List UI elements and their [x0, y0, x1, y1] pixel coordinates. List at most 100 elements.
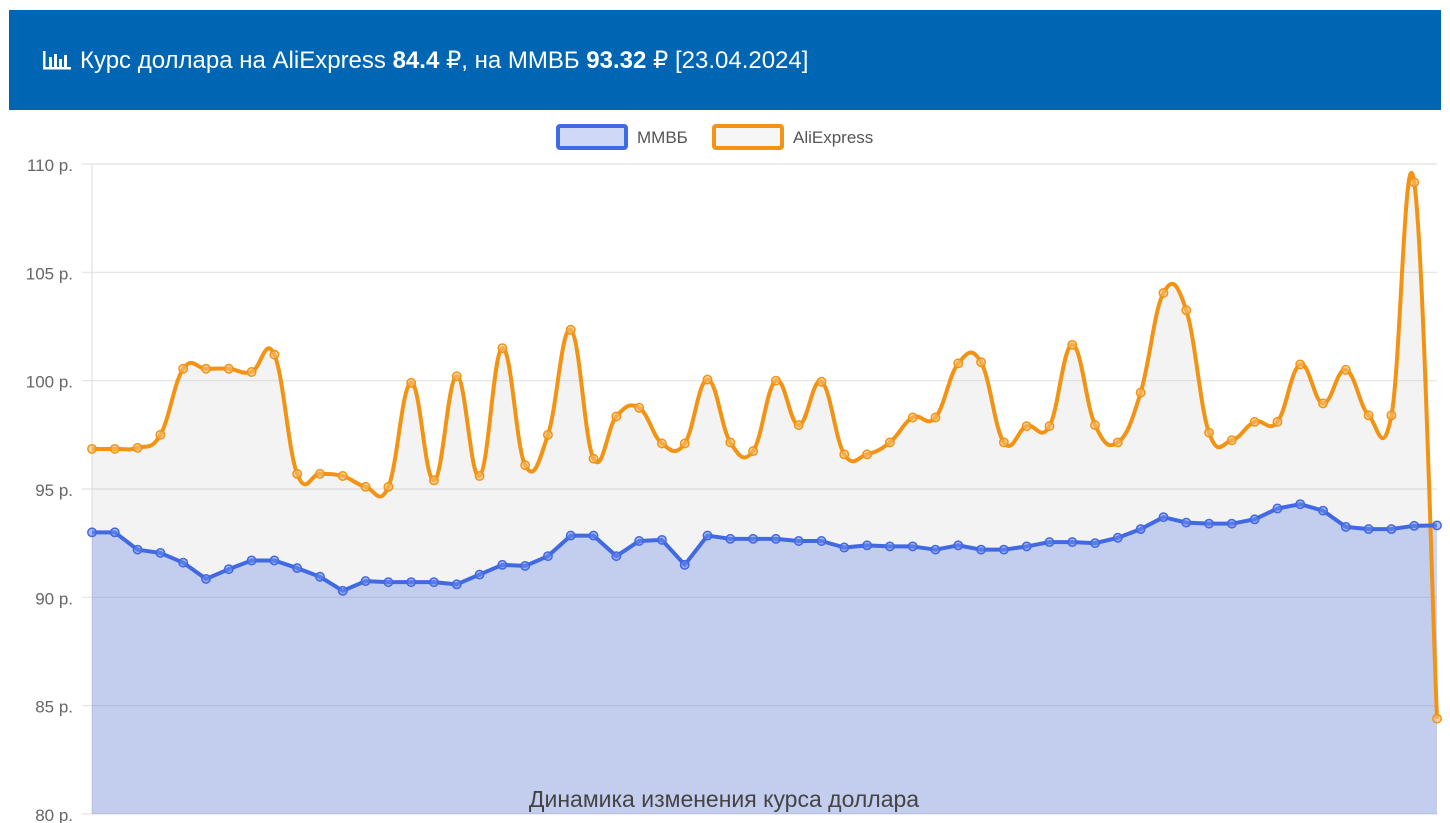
data-point-mmvb[interactable] — [1386, 524, 1397, 535]
data-point-mmvb[interactable] — [907, 541, 918, 552]
data-point-mmvb[interactable] — [725, 533, 736, 544]
data-point-mmvb[interactable] — [269, 555, 280, 566]
data-point-mmvb[interactable] — [109, 527, 120, 538]
data-point-aliexpress[interactable] — [1409, 177, 1420, 188]
data-point-aliexpress[interactable] — [1295, 359, 1306, 370]
data-point-mmvb[interactable] — [132, 544, 143, 555]
data-point-mmvb[interactable] — [1135, 524, 1146, 535]
data-point-aliexpress[interactable] — [1181, 305, 1192, 316]
data-point-aliexpress[interactable] — [360, 481, 371, 492]
data-point-aliexpress[interactable] — [634, 402, 645, 413]
data-point-mmvb[interactable] — [976, 544, 987, 555]
data-point-mmvb[interactable] — [1181, 517, 1192, 528]
data-point-mmvb[interactable] — [383, 577, 394, 588]
data-point-aliexpress[interactable] — [1386, 410, 1397, 421]
data-point-mmvb[interactable] — [679, 559, 690, 570]
data-point-aliexpress[interactable] — [1021, 421, 1032, 432]
data-point-mmvb[interactable] — [565, 530, 576, 541]
data-point-aliexpress[interactable] — [565, 324, 576, 335]
data-point-mmvb[interactable] — [1158, 512, 1169, 523]
data-point-mmvb[interactable] — [1272, 503, 1283, 514]
data-point-aliexpress[interactable] — [1272, 416, 1283, 427]
data-point-aliexpress[interactable] — [930, 412, 941, 423]
data-point-aliexpress[interactable] — [292, 468, 303, 479]
data-point-aliexpress[interactable] — [907, 412, 918, 423]
data-point-aliexpress[interactable] — [816, 376, 827, 387]
data-point-aliexpress[interactable] — [1090, 420, 1101, 431]
data-point-aliexpress[interactable] — [223, 363, 234, 374]
data-point-mmvb[interactable] — [793, 536, 804, 546]
data-point-mmvb[interactable] — [337, 585, 348, 596]
data-point-aliexpress[interactable] — [1340, 364, 1351, 375]
data-point-aliexpress[interactable] — [976, 357, 987, 368]
data-point-aliexpress[interactable] — [315, 468, 325, 479]
data-point-aliexpress[interactable] — [383, 481, 394, 492]
data-point-aliexpress[interactable] — [862, 449, 873, 460]
data-point-mmvb[interactable] — [1318, 505, 1328, 516]
data-point-mmvb[interactable] — [930, 544, 941, 555]
data-point-mmvb[interactable] — [223, 564, 234, 575]
data-point-aliexpress[interactable] — [1432, 713, 1442, 724]
data-point-aliexpress[interactable] — [132, 442, 143, 453]
data-point-mmvb[interactable] — [702, 530, 713, 541]
data-point-aliexpress[interactable] — [953, 358, 964, 369]
data-point-mmvb[interactable] — [611, 551, 622, 562]
data-point-mmvb[interactable] — [862, 540, 873, 551]
data-point-mmvb[interactable] — [1249, 514, 1260, 525]
data-point-mmvb[interactable] — [87, 527, 97, 538]
data-point-mmvb[interactable] — [1409, 520, 1420, 531]
data-point-mmvb[interactable] — [839, 542, 850, 553]
data-point-mmvb[interactable] — [246, 555, 257, 566]
data-point-mmvb[interactable] — [770, 533, 781, 544]
data-point-mmvb[interactable] — [816, 536, 827, 546]
data-point-aliexpress[interactable] — [87, 443, 97, 454]
data-point-aliexpress[interactable] — [748, 446, 759, 457]
data-point-aliexpress[interactable] — [1135, 387, 1146, 398]
data-point-mmvb[interactable] — [360, 576, 371, 587]
data-point-aliexpress[interactable] — [1318, 398, 1328, 409]
data-point-mmvb[interactable] — [1363, 524, 1374, 535]
data-point-aliexpress[interactable] — [725, 437, 736, 448]
data-point-mmvb[interactable] — [1044, 537, 1055, 548]
data-point-mmvb[interactable] — [428, 577, 439, 588]
legend-swatch-aliexpress[interactable] — [712, 124, 784, 150]
data-point-mmvb[interactable] — [1340, 521, 1351, 532]
data-point-aliexpress[interactable] — [679, 438, 690, 449]
data-point-aliexpress[interactable] — [1044, 421, 1055, 432]
data-point-aliexpress[interactable] — [884, 437, 895, 448]
data-point-mmvb[interactable] — [497, 559, 508, 570]
data-point-mmvb[interactable] — [1432, 520, 1442, 531]
data-point-mmvb[interactable] — [588, 530, 599, 541]
data-point-mmvb[interactable] — [474, 569, 485, 580]
data-point-aliexpress[interactable] — [1249, 416, 1260, 427]
data-point-aliexpress[interactable] — [497, 343, 508, 354]
data-point-aliexpress[interactable] — [998, 437, 1009, 448]
data-point-mmvb[interactable] — [542, 551, 553, 562]
data-point-aliexpress[interactable] — [702, 374, 713, 385]
data-point-mmvb[interactable] — [1067, 537, 1078, 548]
data-point-aliexpress[interactable] — [337, 471, 348, 481]
data-point-aliexpress[interactable] — [839, 449, 850, 460]
data-point-mmvb[interactable] — [1204, 518, 1214, 529]
data-point-mmvb[interactable] — [315, 571, 325, 582]
data-point-aliexpress[interactable] — [611, 411, 622, 422]
data-point-aliexpress[interactable] — [1226, 435, 1237, 446]
data-point-aliexpress[interactable] — [1204, 427, 1214, 438]
data-point-mmvb[interactable] — [953, 540, 964, 551]
data-point-mmvb[interactable] — [656, 534, 667, 545]
legend-swatch-mmvb[interactable] — [556, 124, 628, 150]
data-point-aliexpress[interactable] — [588, 453, 599, 464]
data-point-aliexpress[interactable] — [542, 429, 553, 440]
data-point-mmvb[interactable] — [178, 557, 189, 568]
data-point-aliexpress[interactable] — [269, 349, 280, 360]
data-point-aliexpress[interactable] — [246, 367, 257, 377]
data-point-mmvb[interactable] — [406, 577, 417, 588]
data-point-mmvb[interactable] — [1295, 499, 1306, 510]
data-point-aliexpress[interactable] — [1112, 437, 1123, 448]
data-point-aliexpress[interactable] — [1067, 339, 1078, 350]
data-point-mmvb[interactable] — [1021, 541, 1032, 552]
data-point-aliexpress[interactable] — [793, 420, 804, 431]
data-point-aliexpress[interactable] — [1158, 287, 1169, 298]
data-point-aliexpress[interactable] — [178, 363, 189, 374]
data-point-aliexpress[interactable] — [656, 438, 667, 449]
